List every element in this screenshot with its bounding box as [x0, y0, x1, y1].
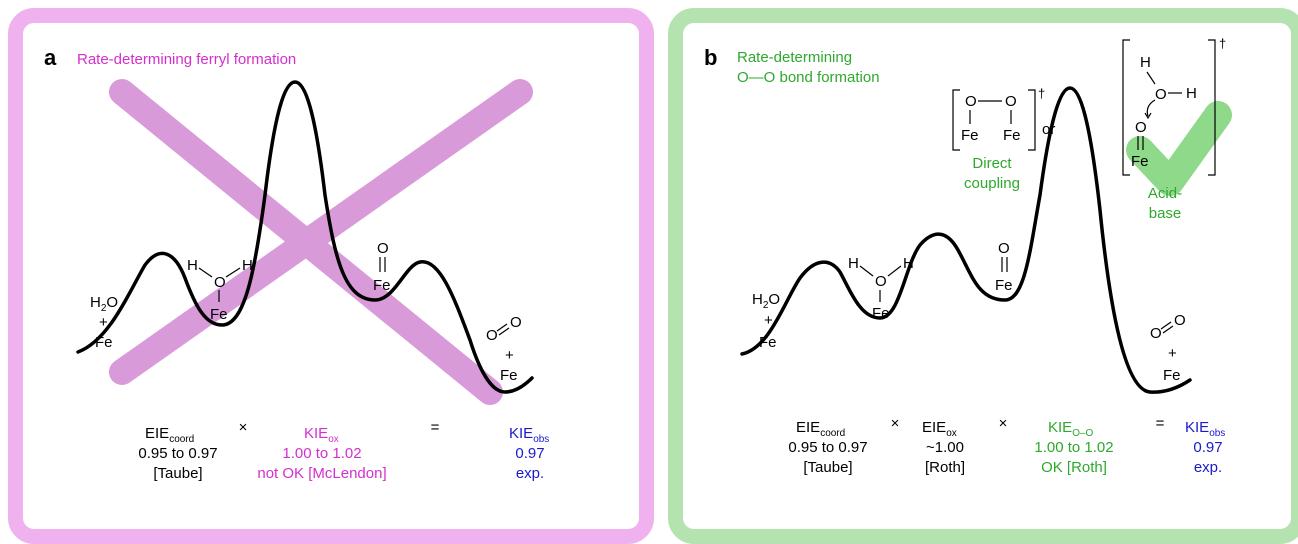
times-sign-2: × — [999, 415, 1008, 432]
panel-a-title: Rate-determining ferryl formation — [77, 51, 296, 68]
ab-h2: H — [1186, 85, 1197, 102]
o2-plus-b: + — [1168, 345, 1177, 362]
ab-label-line1: Acid- — [1148, 185, 1182, 202]
term-b-eie-ox: EIEox — [922, 419, 957, 439]
term-b-eie-coord-value: 0.95 to 0.97 — [788, 439, 867, 456]
term-b-eie-coord-ref: [Taube] — [803, 459, 852, 476]
panel-a: a Rate-determining ferryl formation H2O … — [44, 45, 549, 482]
ab-label-line2: base — [1149, 205, 1182, 222]
term-b-kie-obs: KIEobs — [1185, 419, 1225, 439]
term-kie-obs-ref: exp. — [516, 465, 544, 482]
term-kie-obs: KIEobs — [509, 425, 549, 445]
o2-fe-b: Fe — [1163, 367, 1181, 384]
dc-dagger: † — [1038, 86, 1045, 101]
o2-o2-b: O — [1174, 312, 1186, 329]
o2-o1-b: O — [1150, 325, 1162, 342]
term-b-kie-obs-value: 0.97 — [1193, 439, 1222, 456]
reactant-fe-b: Fe — [759, 334, 777, 351]
reactant-plus-b: + — [764, 312, 773, 329]
water-fe: Fe — [210, 306, 228, 323]
equation-b: EIEcoord 0.95 to 0.97 [Taube] × EIEox ~1… — [788, 415, 1225, 476]
oxo-o: O — [377, 240, 389, 257]
reactant-h2o: H2O — [90, 294, 118, 314]
check-mark — [1126, 101, 1232, 196]
ab-fe: Fe — [1131, 153, 1149, 170]
dc-o1: O — [965, 93, 977, 110]
ab-h1: H — [1140, 54, 1151, 71]
term-b-kie-obs-ref: exp. — [1194, 459, 1222, 476]
term-eie-coord: EIEcoord — [145, 425, 194, 445]
times-sign: × — [239, 419, 248, 436]
term-b-kie-oo-ref: OK [Roth] — [1041, 459, 1107, 476]
dc-label-line1: Direct — [972, 155, 1012, 172]
term-kie-ox-ref: not OK [McLendon] — [257, 465, 386, 482]
ab-dagger: † — [1219, 36, 1226, 51]
o2-o2: O — [510, 314, 522, 331]
panel-b-title-line2: O—O bond formation — [737, 69, 880, 86]
term-b-eie-coord: EIEcoord — [796, 419, 845, 439]
reactant-plus: + — [99, 314, 108, 331]
ab-arrow — [1146, 99, 1156, 117]
term-b-eie-ox-ref: [Roth] — [925, 459, 965, 476]
oxo-o-b: O — [998, 240, 1010, 257]
o2-o1: O — [486, 327, 498, 344]
panel-b-title-line1: Rate-determining — [737, 49, 852, 66]
term-kie-obs-value: 0.97 — [515, 445, 544, 462]
energy-profile-a — [76, 80, 534, 394]
cross-stroke-2 — [109, 79, 533, 385]
term-kie-ox-value: 1.00 to 1.02 — [282, 445, 361, 462]
water-o-b: O — [875, 273, 887, 290]
term-eie-coord-ref: [Taube] — [153, 465, 202, 482]
oxo-fe-b: Fe — [995, 277, 1013, 294]
term-b-kie-oo: KIEO–O — [1048, 419, 1094, 439]
or-text: or — [1042, 121, 1055, 138]
term-eie-coord-value: 0.95 to 0.97 — [138, 445, 217, 462]
ab-oxo-o: O — [1135, 119, 1147, 136]
dc-fe1: Fe — [961, 127, 979, 144]
energy-profile-b — [740, 86, 1192, 394]
acid-base-ts: † H O H O Fe Acid- base — [1122, 36, 1226, 222]
water-o: O — [214, 274, 226, 291]
dc-label-line2: coupling — [964, 175, 1020, 192]
direct-coupling-ts: † O O Fe Fe Direct coupling — [952, 86, 1045, 192]
water-fe-b: Fe — [872, 305, 890, 322]
panel-letter-a: a — [44, 45, 57, 70]
equals-sign-b: = — [1156, 415, 1165, 432]
water-h-right-b: H — [903, 255, 914, 272]
reactant-h2o-b: H2O — [752, 291, 780, 311]
panel-letter-b: b — [704, 45, 717, 70]
ab-o: O — [1155, 86, 1167, 103]
water-h-right: H — [242, 257, 253, 274]
panel-b: b Rate-determining O—O bond formation † … — [704, 36, 1232, 476]
diagram-canvas: a Rate-determining ferryl formation H2O … — [44, 36, 1232, 482]
reactant-fe: Fe — [95, 334, 113, 351]
term-b-kie-oo-value: 1.00 to 1.02 — [1034, 439, 1113, 456]
water-h-left-b: H — [848, 255, 859, 272]
times-sign-1: × — [891, 415, 900, 432]
o2-plus: + — [505, 347, 514, 364]
dc-fe2: Fe — [1003, 127, 1021, 144]
o2-fe: Fe — [500, 367, 518, 384]
water-h-left: H — [187, 257, 198, 274]
equation-a: EIEcoord 0.95 to 0.97 [Taube] × KIEox 1.… — [138, 419, 549, 482]
equals-sign: = — [431, 419, 440, 436]
dc-o2: O — [1005, 93, 1017, 110]
oxo-fe: Fe — [373, 277, 391, 294]
term-b-eie-ox-value: ~1.00 — [926, 439, 964, 456]
term-kie-ox: KIEox — [304, 425, 339, 445]
